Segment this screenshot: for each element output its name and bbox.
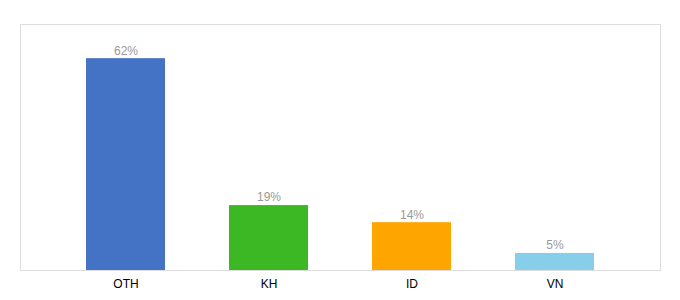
svg-text:14%: 14% — [400, 208, 424, 222]
svg-text:62%: 62% — [114, 44, 138, 58]
svg-text:OTH: OTH — [113, 277, 138, 291]
svg-text:KH: KH — [261, 277, 278, 291]
svg-text:5%: 5% — [546, 238, 564, 252]
svg-text:VN: VN — [547, 277, 564, 291]
svg-text:19%: 19% — [257, 190, 281, 204]
svg-text:ID: ID — [406, 277, 418, 291]
